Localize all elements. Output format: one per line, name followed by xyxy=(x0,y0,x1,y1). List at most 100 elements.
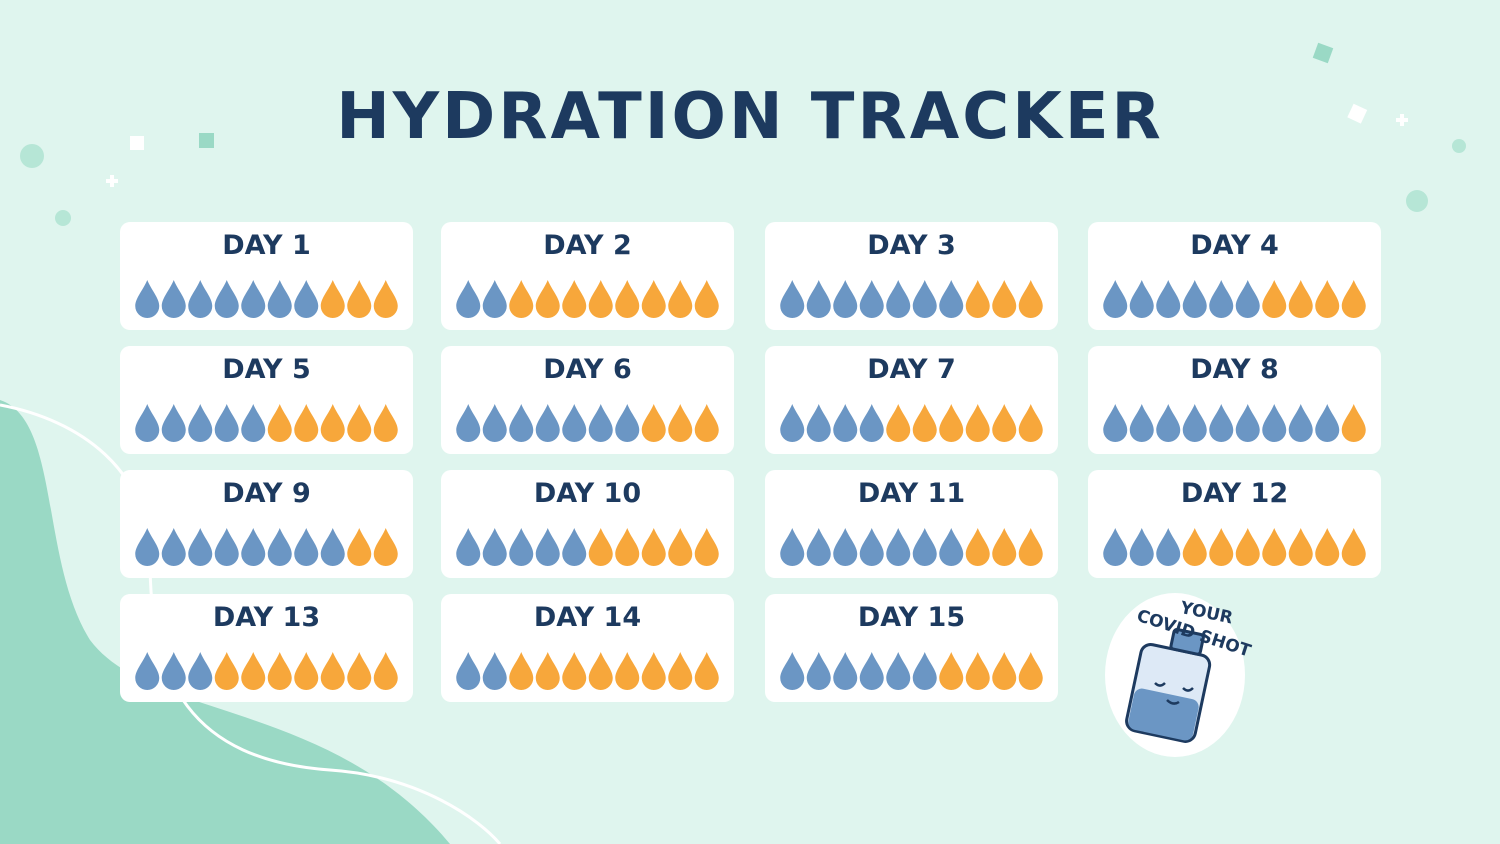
drop-filled xyxy=(1288,404,1313,442)
drop-filled xyxy=(135,280,160,318)
drop-empty xyxy=(373,528,398,566)
drop-filled xyxy=(912,280,937,318)
drop-filled xyxy=(806,528,831,566)
drop-filled xyxy=(780,404,805,442)
day-card: DAY 2 xyxy=(441,222,734,330)
drop-filled xyxy=(939,280,964,318)
day-label: DAY 6 xyxy=(543,354,631,385)
drop-filled xyxy=(509,528,534,566)
drop-empty xyxy=(241,652,266,690)
drop-filled xyxy=(1262,404,1287,442)
drop-filled xyxy=(161,404,186,442)
drop-filled xyxy=(562,404,587,442)
day-label: DAY 11 xyxy=(858,478,965,509)
drop-empty xyxy=(992,404,1017,442)
drop-filled xyxy=(241,280,266,318)
drop-filled xyxy=(1156,528,1181,566)
drop-filled xyxy=(833,404,858,442)
day-label: DAY 4 xyxy=(1190,230,1278,261)
drop-empty xyxy=(1182,528,1207,566)
drop-filled xyxy=(1235,280,1260,318)
drop-empty xyxy=(1315,528,1340,566)
drop-filled xyxy=(1235,404,1260,442)
drop-filled xyxy=(806,652,831,690)
drop-filled xyxy=(214,280,239,318)
day-label: DAY 3 xyxy=(867,230,955,261)
drop-filled xyxy=(188,404,213,442)
drop-empty xyxy=(912,404,937,442)
drop-empty xyxy=(267,404,292,442)
drop-filled xyxy=(214,528,239,566)
drop-filled xyxy=(1129,404,1154,442)
drop-empty xyxy=(939,404,964,442)
drop-empty xyxy=(373,652,398,690)
day-label: DAY 7 xyxy=(867,354,955,385)
day-card: DAY 4 xyxy=(1088,222,1381,330)
drop-empty xyxy=(641,280,666,318)
drop-empty xyxy=(641,652,666,690)
drop-filled xyxy=(886,528,911,566)
drop-empty xyxy=(373,404,398,442)
drop-filled xyxy=(135,528,160,566)
drop-filled xyxy=(188,528,213,566)
drop-filled xyxy=(886,280,911,318)
drop-empty xyxy=(347,280,372,318)
drop-filled xyxy=(1182,280,1207,318)
drop-filled xyxy=(482,404,507,442)
drop-filled xyxy=(859,404,884,442)
drop-filled xyxy=(1209,280,1234,318)
day-card: DAY 13 xyxy=(120,594,413,702)
day-label: DAY 8 xyxy=(1190,354,1278,385)
decor xyxy=(20,42,1466,226)
drop-empty xyxy=(694,404,719,442)
drop-filled xyxy=(1103,404,1128,442)
drop-filled xyxy=(535,404,560,442)
drop-filled xyxy=(1156,404,1181,442)
drop-empty xyxy=(615,280,640,318)
drop-filled xyxy=(188,652,213,690)
drop-filled xyxy=(456,280,481,318)
drop-empty xyxy=(668,528,693,566)
drop-empty xyxy=(320,404,345,442)
drop-empty xyxy=(615,652,640,690)
drop-empty xyxy=(535,280,560,318)
drop-filled xyxy=(886,652,911,690)
day-label: DAY 14 xyxy=(534,602,641,633)
drop-empty xyxy=(1315,280,1340,318)
drop-empty xyxy=(694,528,719,566)
drop-empty xyxy=(668,652,693,690)
day-card: DAY 6 xyxy=(441,346,734,454)
drop-empty xyxy=(668,280,693,318)
drop-empty xyxy=(588,652,613,690)
drop-filled xyxy=(806,404,831,442)
drop-filled xyxy=(188,280,213,318)
drop-filled xyxy=(456,528,481,566)
day-label: DAY 10 xyxy=(534,478,641,509)
day-card: DAY 3 xyxy=(765,222,1058,330)
drop-filled xyxy=(859,652,884,690)
drop-filled xyxy=(135,652,160,690)
drop-filled xyxy=(780,652,805,690)
drop-empty xyxy=(320,652,345,690)
drop-empty xyxy=(965,652,990,690)
day-card: DAY 7 xyxy=(765,346,1058,454)
drop-filled xyxy=(833,652,858,690)
drop-filled xyxy=(1103,280,1128,318)
day-card: DAY 5 xyxy=(120,346,413,454)
drop-empty xyxy=(694,280,719,318)
drop-filled xyxy=(214,404,239,442)
drop-empty xyxy=(641,528,666,566)
day-card: DAY 8 xyxy=(1088,346,1381,454)
day-label: DAY 12 xyxy=(1181,478,1288,509)
title: HYDRATION TRACKER xyxy=(336,80,1164,154)
drop-filled xyxy=(482,652,507,690)
drop-filled xyxy=(912,528,937,566)
blob xyxy=(0,400,450,844)
drop-empty xyxy=(562,652,587,690)
drop-empty xyxy=(562,280,587,318)
drop-empty xyxy=(588,280,613,318)
drop-empty xyxy=(1288,280,1313,318)
drop-empty xyxy=(214,652,239,690)
drop-filled xyxy=(135,404,160,442)
drop-empty xyxy=(939,652,964,690)
